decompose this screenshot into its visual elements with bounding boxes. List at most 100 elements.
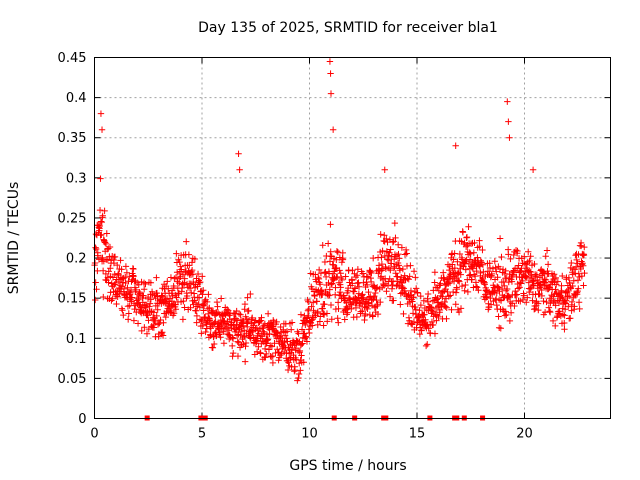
data-point bbox=[107, 289, 114, 296]
data-point bbox=[173, 269, 181, 276]
data-point bbox=[431, 269, 439, 276]
data-point bbox=[170, 309, 178, 317]
data-point bbox=[283, 335, 290, 342]
data-point bbox=[501, 282, 508, 290]
axis-ticks: 0 0.05 0.1 0.15 0.2 0.25 0.3 0.35 0.4 0.45 0 5 10 15 2… bbox=[58, 51, 611, 442]
data-point bbox=[410, 268, 418, 275]
data-point bbox=[234, 317, 241, 324]
data-point bbox=[435, 313, 442, 321]
data-point bbox=[335, 319, 342, 326]
data-point bbox=[159, 293, 166, 300]
data-point bbox=[561, 326, 568, 333]
data-point bbox=[452, 142, 459, 149]
data-point bbox=[505, 118, 512, 125]
data-point bbox=[99, 254, 106, 262]
data-point bbox=[326, 286, 333, 293]
data-point bbox=[555, 299, 563, 307]
data-point bbox=[469, 261, 477, 269]
data-point bbox=[147, 279, 155, 287]
data-point bbox=[396, 255, 403, 262]
data-point bbox=[327, 248, 334, 255]
data-point bbox=[142, 280, 149, 288]
data-point bbox=[420, 297, 428, 304]
data-point bbox=[406, 273, 413, 280]
data-point bbox=[158, 292, 165, 299]
data-point bbox=[358, 299, 366, 307]
data-point bbox=[462, 281, 469, 289]
data-point bbox=[194, 270, 202, 278]
data-point bbox=[464, 288, 472, 296]
y-tick-label: 0.45 bbox=[58, 51, 87, 66]
data-point bbox=[209, 344, 217, 352]
data-point bbox=[308, 322, 316, 329]
data-point bbox=[424, 341, 431, 348]
data-point bbox=[437, 280, 444, 287]
data-point bbox=[192, 307, 200, 314]
data-point bbox=[237, 331, 244, 339]
data-point bbox=[146, 300, 154, 307]
data-point bbox=[456, 250, 464, 258]
data-point bbox=[544, 261, 552, 268]
data-point bbox=[392, 270, 399, 277]
data-point bbox=[503, 311, 510, 319]
data-point bbox=[494, 274, 501, 281]
data-point bbox=[526, 268, 533, 275]
data-point bbox=[99, 267, 107, 274]
data-point bbox=[168, 297, 176, 305]
data-point bbox=[263, 350, 270, 358]
data-point bbox=[463, 234, 470, 241]
data-points bbox=[91, 58, 588, 384]
data-point bbox=[444, 288, 451, 296]
data-point bbox=[145, 317, 152, 324]
data-point bbox=[339, 256, 347, 263]
data-point bbox=[336, 267, 343, 274]
data-point bbox=[505, 251, 512, 258]
data-point bbox=[387, 266, 394, 274]
data-point bbox=[308, 303, 315, 310]
data-point bbox=[541, 276, 548, 283]
data-point bbox=[333, 256, 340, 263]
data-point bbox=[498, 253, 505, 261]
data-point bbox=[574, 277, 582, 284]
data-point bbox=[476, 237, 483, 244]
data-point bbox=[96, 206, 104, 214]
data-point bbox=[448, 306, 455, 313]
data-point bbox=[383, 235, 390, 243]
data-point bbox=[318, 286, 325, 294]
data-point bbox=[402, 246, 410, 254]
data-point bbox=[300, 359, 307, 366]
data-point bbox=[253, 348, 261, 355]
data-point bbox=[220, 328, 227, 335]
data-point bbox=[173, 294, 180, 301]
data-point bbox=[92, 244, 99, 251]
data-point bbox=[277, 351, 284, 359]
data-point bbox=[324, 318, 331, 325]
data-point bbox=[395, 262, 402, 269]
data-point bbox=[401, 272, 408, 279]
data-point bbox=[452, 301, 459, 308]
data-point bbox=[374, 310, 382, 318]
data-point bbox=[520, 292, 528, 299]
data-point bbox=[144, 312, 152, 319]
y-tick-label: 0.05 bbox=[58, 372, 87, 387]
data-point bbox=[335, 305, 342, 312]
data-point bbox=[249, 314, 256, 322]
data-point bbox=[462, 266, 469, 273]
data-point bbox=[399, 283, 406, 291]
data-point bbox=[314, 321, 321, 329]
data-point bbox=[568, 298, 576, 306]
data-point bbox=[126, 302, 133, 309]
data-point bbox=[229, 334, 236, 341]
data-point bbox=[363, 281, 371, 289]
y-tick-label: 0.2 bbox=[66, 252, 87, 267]
data-point bbox=[401, 287, 409, 295]
data-point bbox=[198, 330, 205, 337]
data-point bbox=[394, 281, 402, 289]
data-point bbox=[463, 233, 471, 241]
data-point bbox=[143, 330, 151, 337]
data-point bbox=[298, 326, 306, 333]
data-point bbox=[349, 267, 356, 274]
data-point bbox=[159, 329, 166, 336]
data-point bbox=[253, 324, 261, 332]
data-point bbox=[288, 319, 296, 326]
